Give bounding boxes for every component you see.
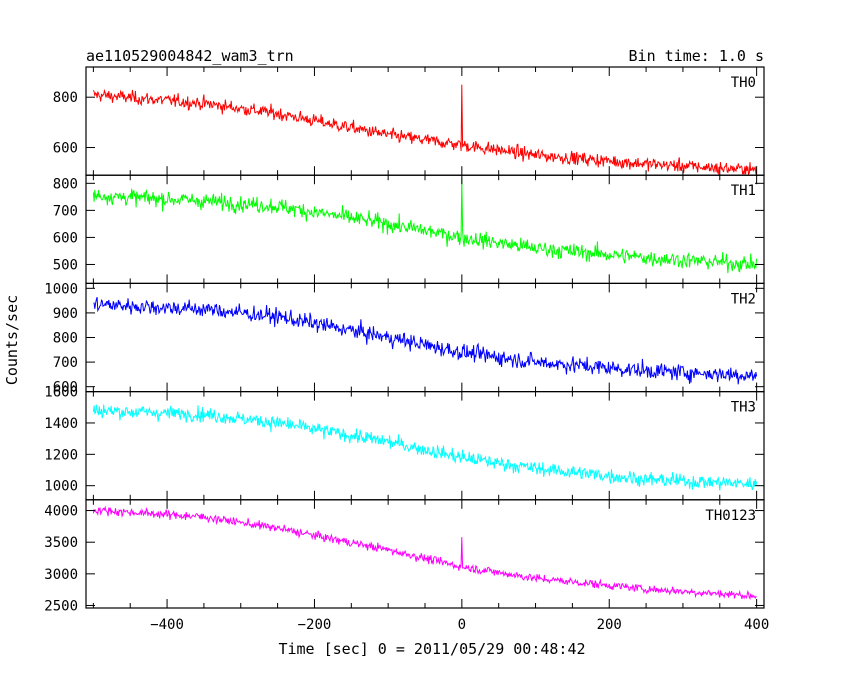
panel-frame	[85, 391, 765, 501]
y-tick-label: 800	[53, 176, 78, 192]
y-tick-label: 1000	[44, 281, 78, 297]
series-line-th0	[92, 84, 758, 176]
y-tick-label: 800	[53, 331, 78, 347]
panel-th3: 1000 1200 1400 1600 TH3	[44, 385, 765, 501]
panel-th0123: 2500 3000 3500 4000 TH0123	[44, 499, 765, 614]
panel-th0: 600 800 TH0	[53, 66, 765, 176]
panel-label-th2: TH2	[731, 291, 756, 307]
series-line-th0123	[92, 505, 757, 600]
series-line-th3	[92, 404, 758, 491]
panel-th1: 500 600 700 800 TH1	[53, 174, 765, 284]
x-tick-label: 0	[458, 617, 466, 633]
x-tick-labels: −400 −200 0 200 400	[150, 617, 769, 633]
panels-group: 600 800 TH0 500 600 700 800 TH1 600 700 800 900 1000…	[44, 66, 765, 614]
y-tick-label: 2500	[44, 598, 78, 614]
y-tick-label: 800	[53, 90, 78, 106]
bin-time-label: Bin time: 1.0 s	[629, 47, 764, 65]
x-tick-label: −200	[298, 617, 332, 633]
series-line-th2	[93, 297, 758, 385]
y-tick-label: 700	[53, 355, 78, 371]
series-line-th1	[92, 177, 758, 274]
x-tick-label: −400	[150, 617, 184, 633]
y-tick-label: 1000	[44, 479, 78, 495]
panel-label-th0123: TH0123	[705, 508, 756, 524]
panel-frame	[85, 66, 765, 176]
panel-label-th3: TH3	[731, 400, 756, 416]
y-tick-label: 600	[53, 380, 78, 396]
y-tick-label: 500	[53, 257, 78, 273]
y-tick-label: 600	[53, 230, 78, 246]
y-axis-label: Counts/sec	[3, 295, 21, 385]
x-tick-label: 200	[597, 617, 622, 633]
y-tick-label: 1400	[44, 416, 78, 432]
x-tick-label: 400	[744, 617, 769, 633]
y-tick-label: 3000	[44, 567, 78, 583]
y-tick-label: 3500	[44, 535, 78, 551]
y-tick-label: 1200	[44, 447, 78, 463]
panel-th2: 600 700 800 900 1000 TH2	[44, 281, 765, 396]
y-tick-label: 900	[53, 306, 78, 322]
chart-title: ae110529004842_wam3_trn	[86, 47, 294, 65]
x-axis-label: Time [sec] 0 = 2011/05/29 00:48:42	[278, 640, 585, 658]
y-tick-label: 4000	[44, 504, 78, 520]
y-tick-label: 1600	[44, 385, 78, 401]
panel-label-th0: TH0	[731, 75, 756, 91]
y-tick-label: 700	[53, 203, 78, 219]
panel-frame	[85, 282, 765, 393]
panel-label-th1: TH1	[731, 183, 756, 199]
y-tick-label: 600	[53, 141, 78, 157]
